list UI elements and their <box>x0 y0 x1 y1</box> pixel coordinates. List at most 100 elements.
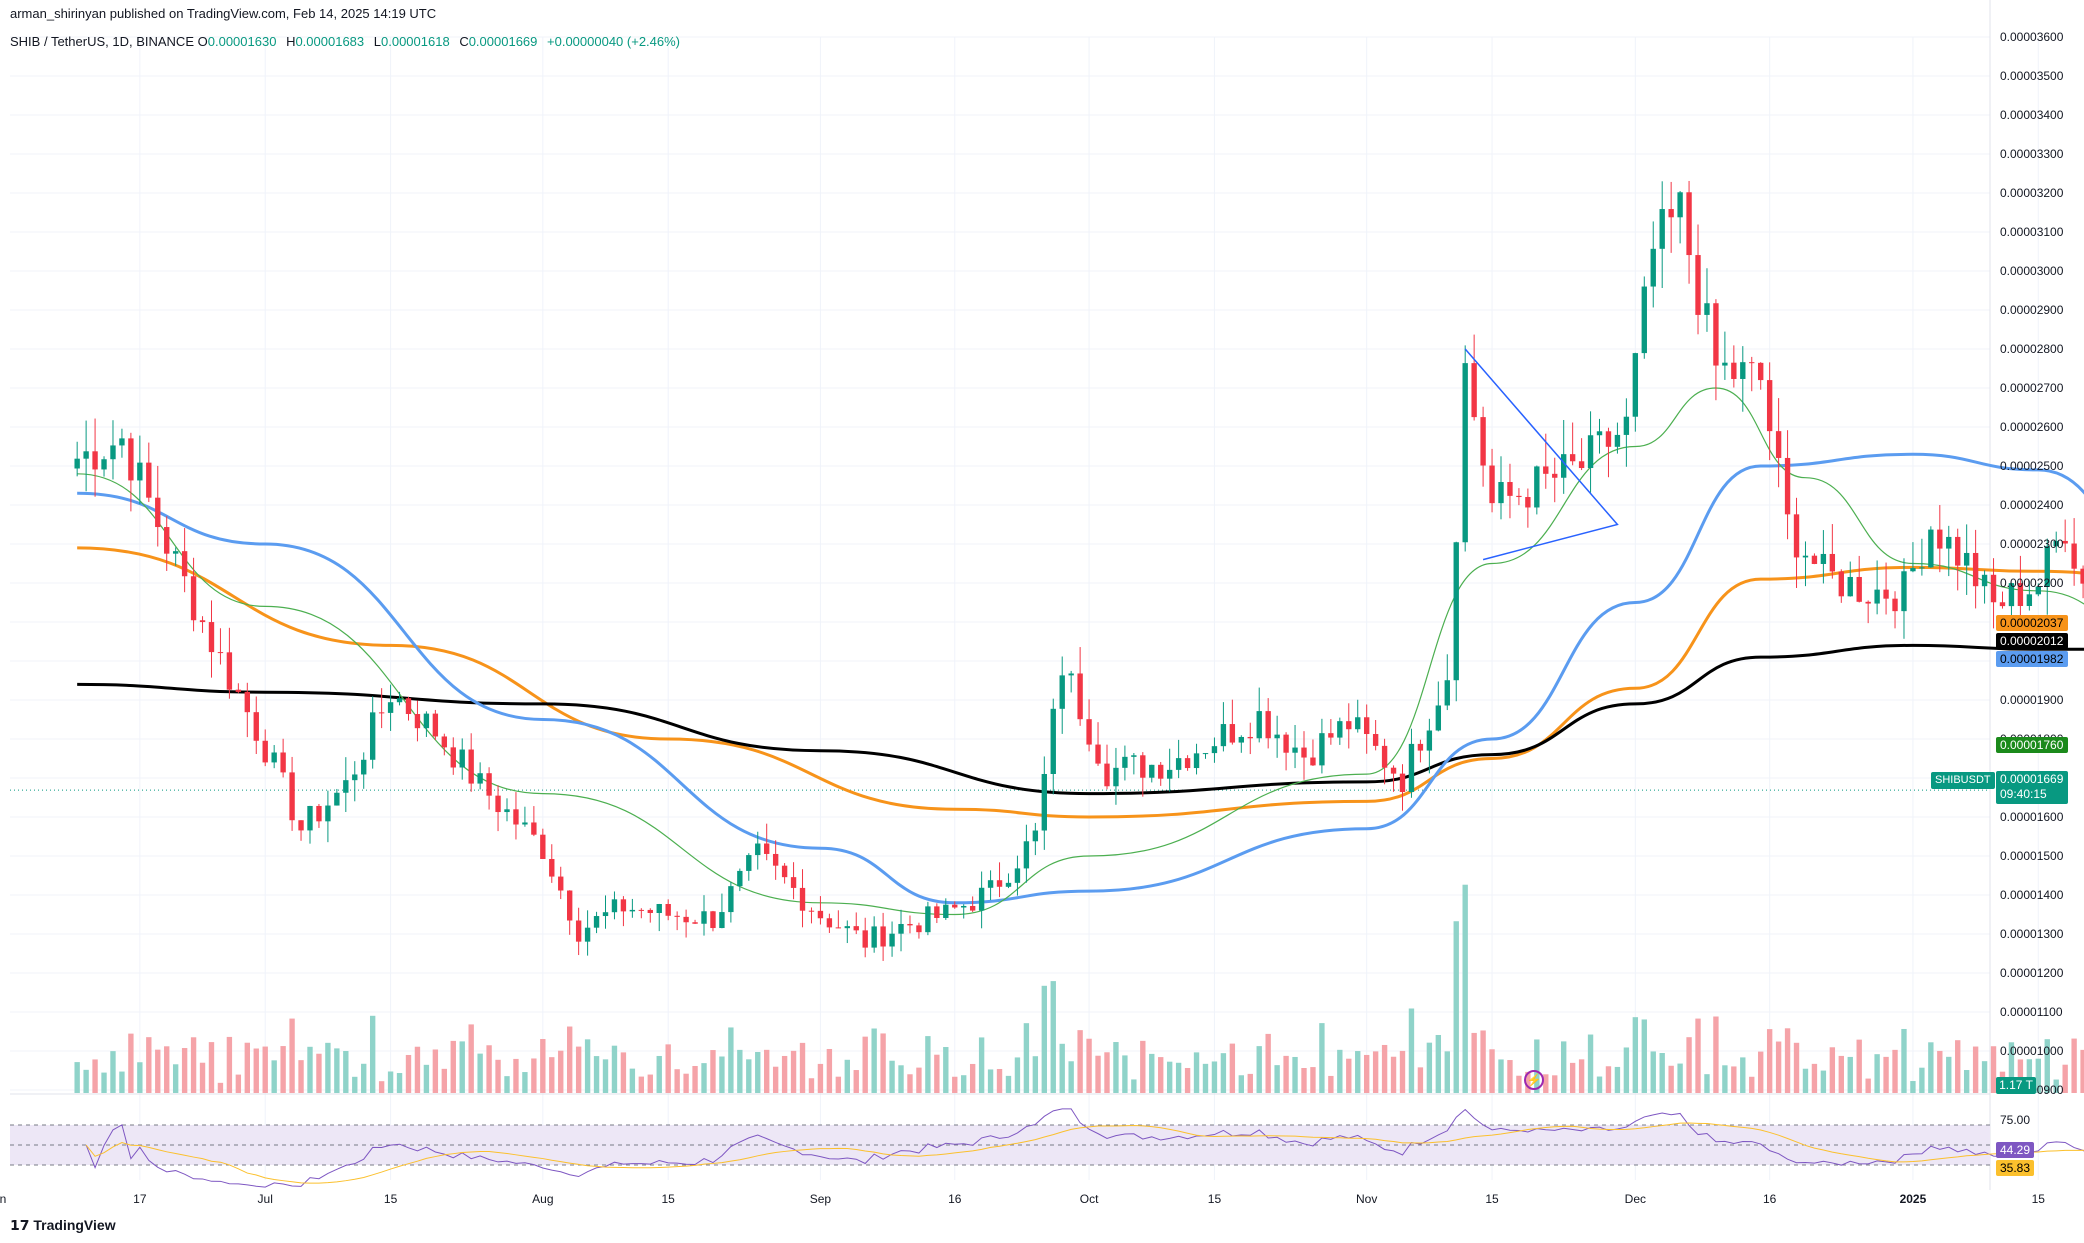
y-tick-label: 0.00002600 <box>2000 420 2064 434</box>
volume-bar <box>495 1059 501 1093</box>
time-axis[interactable]: Jun 17 Jul 15 Aug 15 Sep 16 Oct 15 Nov 15 Dec 16 2025 1… <box>0 1192 2084 1206</box>
volume-bar <box>862 1036 868 1093</box>
volume-bar <box>1032 1056 1039 1093</box>
volume-bar <box>298 1060 304 1093</box>
candle-body <box>1713 303 1719 366</box>
candle-body <box>378 712 385 714</box>
candle-body <box>1256 711 1262 739</box>
volume-bar <box>1166 1061 1173 1093</box>
candle-body <box>1999 602 2006 607</box>
candle-body <box>1847 576 1853 597</box>
volume-bar <box>1981 1061 1988 1093</box>
volume-bar <box>916 1067 922 1093</box>
symbol-tag: SHIBUSDT <box>1931 772 1995 789</box>
y-tick-label: 0.00001100 <box>2000 1005 2063 1019</box>
x-tick-label: 15 <box>662 1192 676 1206</box>
volume-bar <box>1310 1067 1316 1093</box>
volume-bar <box>477 1053 483 1093</box>
volume-bar <box>737 1049 743 1093</box>
volume-bar <box>934 1054 940 1093</box>
volume-bar <box>271 1060 277 1093</box>
volume-bar <box>593 1056 600 1093</box>
volume-bar <box>1605 1066 1612 1093</box>
volume-bar <box>1802 1068 1809 1093</box>
volume-bar <box>898 1065 904 1093</box>
volume-bar <box>1963 1070 1970 1093</box>
volume-bar <box>969 1063 976 1093</box>
candle-body <box>1802 555 1809 558</box>
candle-body <box>1319 733 1325 766</box>
volume-bar <box>602 1059 609 1093</box>
y-tick-label: 0.00001000 <box>2000 1044 2064 1058</box>
volume-bar <box>1193 1052 1200 1093</box>
high-label: H <box>286 34 296 49</box>
candle-body <box>396 698 403 703</box>
candle-body <box>1972 552 1979 587</box>
volume-bar <box>2062 1064 2068 1093</box>
ma-black-tag: 0.00002012 <box>1996 633 2068 649</box>
candle-body <box>307 805 313 831</box>
volume-bar <box>1471 1032 1477 1093</box>
volume-bar <box>128 1033 134 1093</box>
volume-bar <box>1337 1049 1343 1093</box>
volume-bar <box>1829 1047 1836 1093</box>
volume-bars <box>74 884 2084 1093</box>
volume-bar <box>1480 1030 1486 1093</box>
candle-body <box>1122 756 1128 768</box>
candle-body <box>1704 303 1710 315</box>
volume-bar <box>1202 1063 1209 1093</box>
candle-body <box>271 752 277 763</box>
candle-body <box>620 899 627 912</box>
volume-bar <box>164 1046 170 1093</box>
volume-bar <box>629 1068 636 1093</box>
candle-body <box>1498 482 1504 504</box>
candle-body <box>1381 745 1388 768</box>
volume-bar <box>558 1050 564 1093</box>
tradingview-brand: TradingView <box>33 1217 116 1233</box>
y-tick-label: 0.00003400 <box>2000 108 2064 122</box>
candle-body <box>1668 209 1674 218</box>
volume-bar <box>1104 1052 1110 1093</box>
candle-body <box>996 880 1003 887</box>
close-value: 0.00001669 <box>468 34 538 49</box>
volume-bar <box>1319 1023 1325 1093</box>
candle-body <box>1444 680 1450 706</box>
tradingview-logo[interactable]: 𝟭𝟳 TradingView <box>10 1217 116 1234</box>
volume-bar <box>683 1073 689 1093</box>
candle-body <box>719 912 725 929</box>
candle-body <box>155 497 161 528</box>
volume-bar <box>1131 1079 1137 1093</box>
symbol-legend[interactable]: SHIB / TetherUS, 1D, BINANCE O0.00001630… <box>10 34 686 49</box>
volume-bar <box>710 1050 716 1093</box>
candle-body <box>1937 529 1943 549</box>
volume-bar <box>1677 1063 1683 1093</box>
volume-bar <box>1632 1017 1639 1093</box>
candle-body <box>181 551 188 577</box>
volume-bar <box>961 1075 967 1093</box>
candle-body <box>584 927 591 942</box>
volume-bar <box>1462 884 1468 1093</box>
volume-bar <box>1444 1051 1450 1093</box>
candle-body <box>190 576 197 621</box>
candle-body <box>1641 286 1647 354</box>
candle-body <box>1990 574 1997 603</box>
volume-bar <box>1041 985 1047 1093</box>
candle-body <box>1829 553 1836 572</box>
x-tick-label: Oct <box>1080 1192 1099 1206</box>
volume-bar <box>1453 921 1459 1093</box>
candle-body <box>844 926 850 929</box>
candle-body <box>361 759 367 775</box>
candle-body <box>369 712 376 760</box>
volume-bar <box>1113 1042 1119 1093</box>
volume-bar <box>2035 1058 2041 1093</box>
volume-bar <box>1928 1042 1934 1093</box>
lightning-icon[interactable]: ⚡ <box>1524 1070 1544 1090</box>
candle-body <box>477 773 483 784</box>
candle-body <box>558 876 564 891</box>
candle-body <box>889 933 895 947</box>
candle-body <box>961 905 967 908</box>
candle-body <box>1435 705 1442 731</box>
volume-bar <box>172 1064 179 1093</box>
x-tick-label: 15 <box>1208 1192 1222 1206</box>
